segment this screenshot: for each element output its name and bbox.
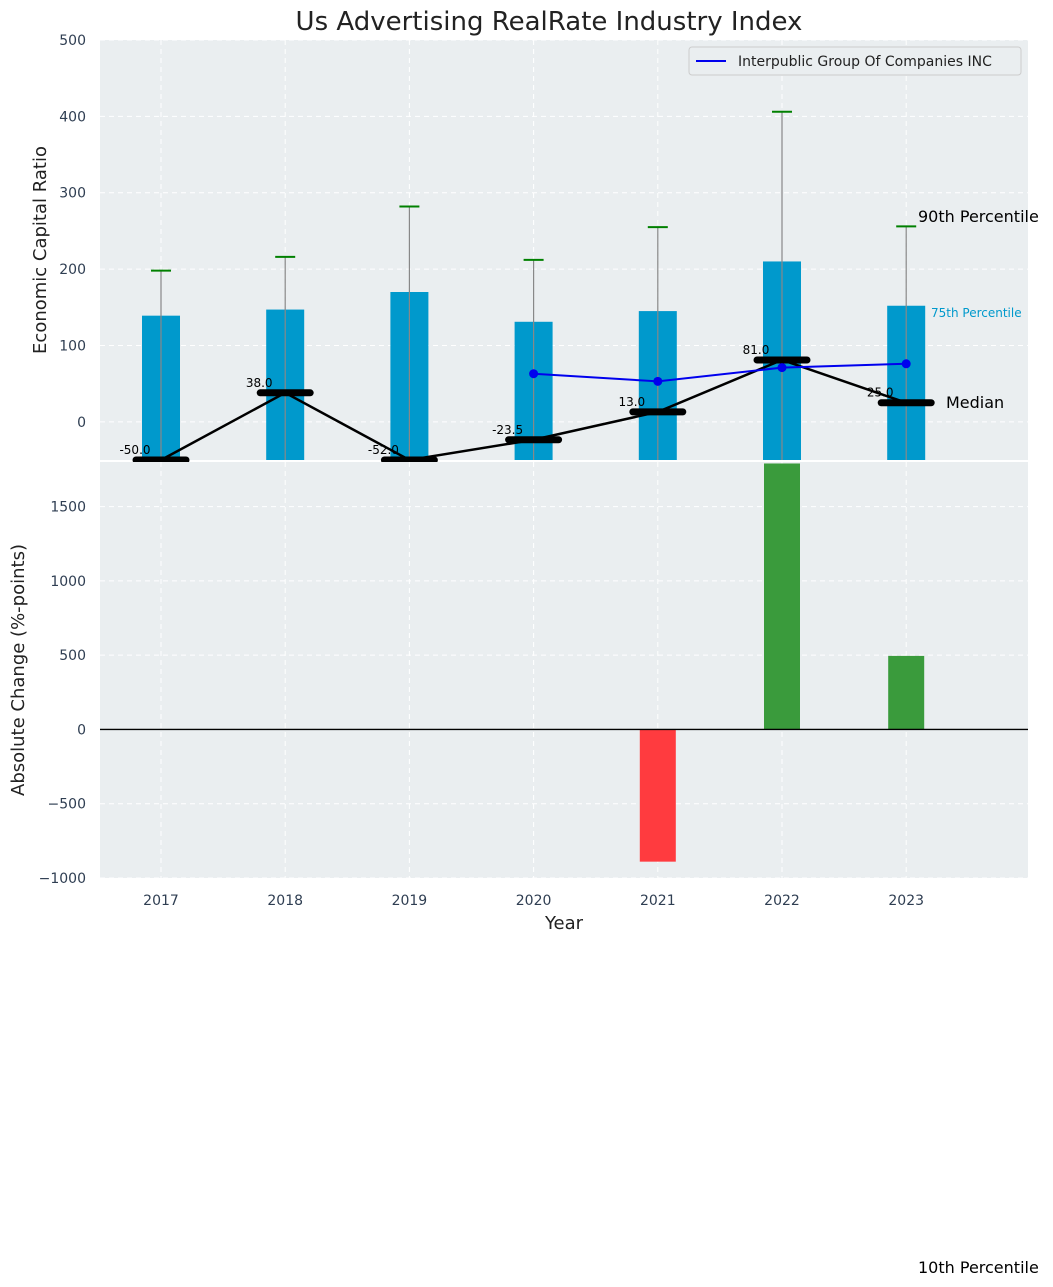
bottom-y-tick-label-3: 500: [59, 648, 86, 664]
x-tick-label-2021: 2021: [640, 893, 676, 909]
annotation-median: Median: [946, 393, 1004, 412]
chart-title: Us Advertising RealRate Industry Index: [296, 7, 803, 37]
x-tick-label-2019: 2019: [392, 893, 428, 909]
top-y-tick-label-2: 200: [59, 262, 86, 278]
median-value-label-2023: 25.0: [867, 386, 894, 400]
company-line: [533, 362, 907, 383]
x-tick-label-2018: 2018: [267, 893, 303, 909]
annotation-75th-percentile: 75th Percentile: [931, 306, 1022, 320]
company-point-2021: [653, 376, 663, 386]
change-bar-2021: [639, 729, 676, 862]
top-y-tick-label-1: 100: [59, 338, 86, 354]
annotation-10th-percentile: 10th Percentile: [918, 1258, 1039, 1277]
bottom-y-axis-label: Absolute Change (%-points): [8, 544, 29, 796]
company-point-2020: [529, 369, 539, 379]
change-bars: [639, 463, 925, 862]
top-y-tick-label-0: 0: [77, 415, 86, 431]
bottom-y-tick-label-1: −500: [48, 797, 86, 813]
company-point-2022: [777, 363, 787, 373]
x-tick-label-2020: 2020: [516, 893, 552, 909]
annotation-90th-percentile: 90th Percentile: [918, 207, 1039, 226]
top-plot-background: [100, 40, 1028, 460]
company-series: [529, 359, 911, 386]
company-point-2023: [901, 359, 911, 369]
change-bar-2023: [888, 655, 925, 730]
x-axis-label: Year: [544, 913, 584, 934]
change-bar-2022: [764, 463, 800, 730]
bottom-gridlines: [100, 462, 1028, 879]
legend-label-company: Interpublic Group Of Companies INC: [738, 54, 992, 70]
x-tick-label-2022: 2022: [764, 893, 800, 909]
bottom-y-ticks: −1000 −500 0 500 1000 1500: [39, 500, 86, 887]
median-value-label-2020: -23.5: [492, 423, 523, 437]
top-panel: 0 100 200 300 400 500 -50.0 38.0 -52.0 -23.5 13.0…: [30, 7, 1039, 464]
median-value-label-2022: 81.0: [743, 343, 770, 357]
top-y-tick-label-5: 500: [59, 33, 86, 49]
median-value-label-2018: 38.0: [246, 376, 273, 390]
bottom-y-tick-label-2: 0: [77, 722, 86, 738]
median-series: -50.0 38.0 -52.0 -23.5 13.0 81.0 25.0: [119, 343, 935, 464]
bottom-y-tick-label-0: −1000: [39, 871, 86, 887]
top-y-tick-label-4: 400: [59, 109, 86, 125]
median-value-label-2017: -50.0: [119, 443, 150, 457]
bottom-y-tick-label-4: 1000: [50, 574, 86, 590]
bottom-plot-background: [100, 462, 1028, 878]
x-tick-label-2023: 2023: [888, 893, 924, 909]
top-y-axis-label: Economic Capital Ratio: [30, 146, 51, 354]
median-value-label-2021: 13.0: [618, 395, 645, 409]
top-y-ticks: 0 100 200 300 400 500: [59, 33, 86, 431]
median-value-label-2019: -52.0: [368, 443, 399, 457]
bottom-y-tick-label-5: 1500: [50, 500, 86, 516]
top-y-tick-label-3: 300: [59, 186, 86, 202]
legend: Interpublic Group Of Companies INC: [688, 46, 1022, 76]
x-ticks: 2017 2018 2019 2020 2021 2022 2023: [143, 893, 924, 909]
legend-box: [688, 46, 1022, 76]
x-tick-label-2017: 2017: [143, 893, 179, 909]
top-whiskers: [151, 110, 917, 460]
